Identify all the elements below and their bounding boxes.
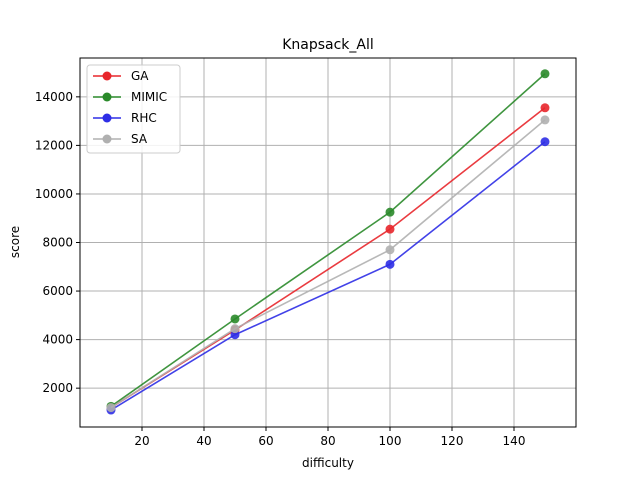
data-point	[385, 207, 395, 217]
legend-item-sa: SA	[93, 132, 148, 146]
x-tick-label: 100	[379, 434, 402, 448]
series-line	[110, 141, 546, 411]
data-point	[385, 259, 395, 269]
y-tick-label: 2000	[42, 381, 73, 395]
legend-marker	[102, 134, 112, 144]
grid	[80, 58, 576, 427]
series-line	[110, 73, 546, 408]
series-line	[110, 119, 546, 409]
data-point	[540, 69, 550, 79]
legend: GA MIMIC RHC SA	[86, 64, 181, 154]
y-axis-label: score	[8, 226, 22, 258]
series-sa	[106, 115, 550, 413]
x-tick-label: 140	[503, 434, 526, 448]
data-point	[385, 245, 395, 255]
legend-item-ga: GA	[93, 69, 149, 83]
y-tick-label: 8000	[42, 236, 73, 250]
legend-marker	[102, 92, 112, 102]
legend-label: MIMIC	[131, 90, 167, 104]
x-tick-label: 40	[196, 434, 211, 448]
axis-ticks: 20 40 60 80 100 120 140 2000 4000 6000 8000 10000 12…	[35, 90, 526, 448]
y-tick-label: 6000	[42, 284, 73, 298]
legend-label: GA	[131, 69, 149, 83]
y-tick-label: 12000	[35, 138, 73, 152]
x-axis-label: difficulty	[302, 456, 354, 470]
data-point	[106, 403, 116, 413]
series-group	[106, 69, 550, 415]
y-tick-label: 14000	[35, 90, 73, 104]
legend-marker	[102, 113, 112, 123]
legend-item-mimic: MIMIC	[93, 90, 167, 104]
legend-box	[86, 64, 181, 154]
legend-label: SA	[131, 132, 148, 146]
legend-label: RHC	[131, 111, 157, 125]
legend-item-rhc: RHC	[93, 111, 157, 125]
chart-title: Knapsack_All	[282, 37, 374, 53]
legend-marker	[102, 71, 112, 81]
data-point	[540, 137, 550, 147]
x-tick-label: 120	[441, 434, 464, 448]
data-point	[230, 324, 240, 334]
data-point	[385, 224, 395, 234]
y-tick-label: 10000	[35, 187, 73, 201]
x-tick-label: 60	[258, 434, 273, 448]
data-point	[540, 115, 550, 125]
x-tick-label: 80	[320, 434, 335, 448]
data-point	[230, 314, 240, 324]
y-tick-label: 4000	[42, 333, 73, 347]
x-tick-label: 20	[134, 434, 149, 448]
data-point	[540, 103, 550, 113]
